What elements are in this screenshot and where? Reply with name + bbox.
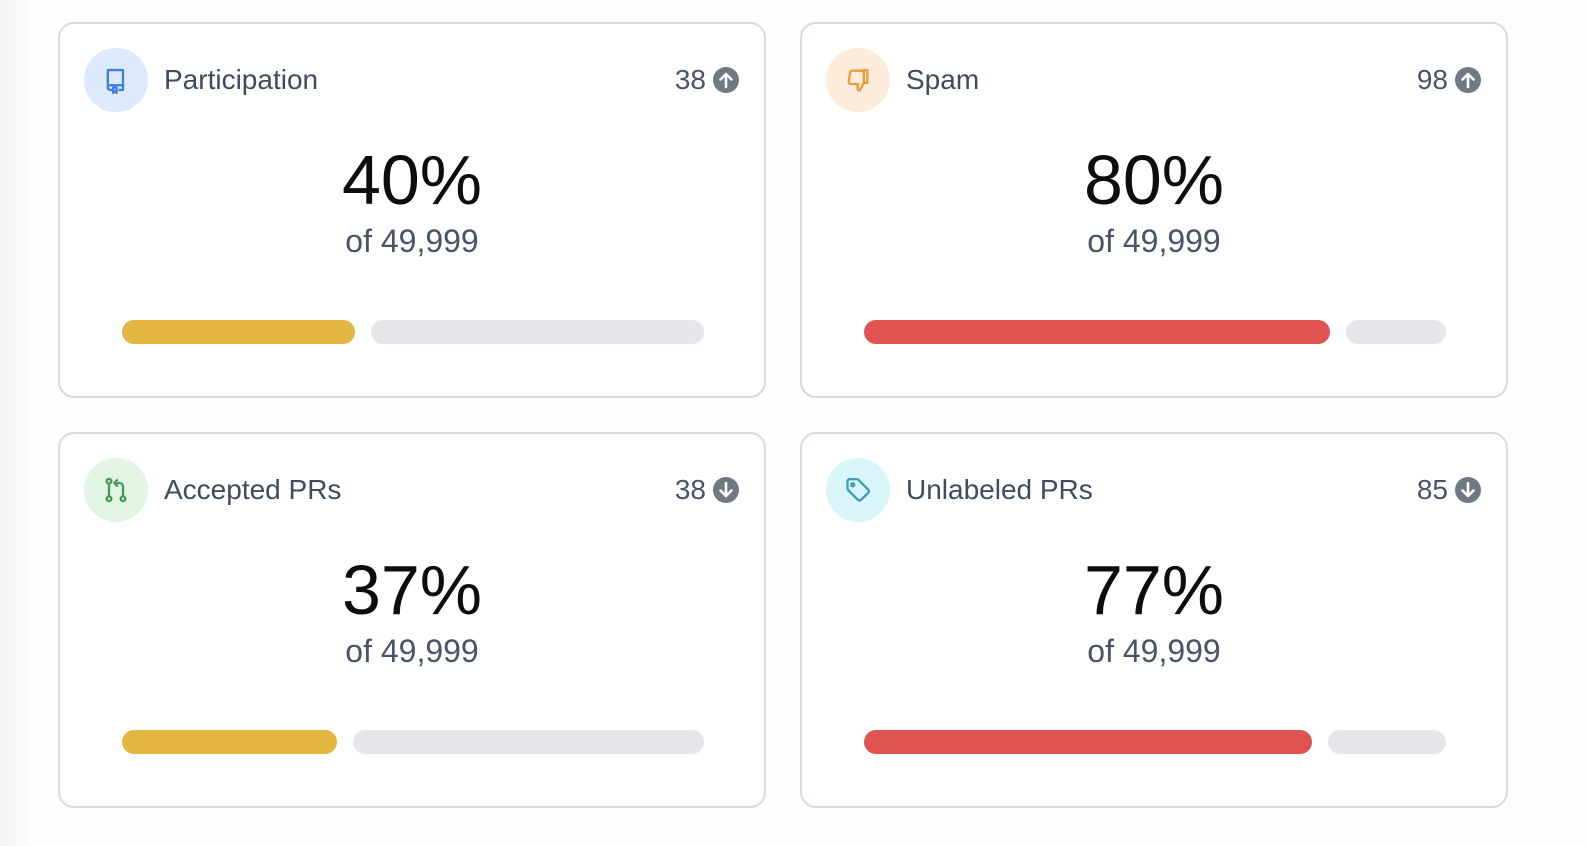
card-icon-circle: [826, 458, 890, 522]
card-count[interactable]: 38: [675, 473, 740, 507]
card-header: Participation 38: [84, 48, 740, 112]
progress-fill: [122, 320, 355, 344]
card-title: Accepted PRs: [164, 474, 342, 505]
progress-bar: [122, 320, 704, 344]
progress-bar: [122, 730, 704, 754]
card-icon-circle: [84, 48, 148, 112]
tag-icon: [846, 477, 871, 502]
progress-bar: [864, 320, 1446, 344]
progress-bar: [864, 730, 1446, 754]
card-title: Participation: [164, 64, 319, 95]
of-total-label: of 49,999: [345, 633, 479, 669]
count-value: 38: [674, 474, 706, 505]
card-accepted-prs[interactable]: Accepted PRs 38 37% of 49,999: [58, 432, 766, 808]
count-value: 85: [1416, 474, 1448, 505]
count-value: 38: [674, 64, 706, 95]
thumbs-down-icon: [847, 68, 869, 92]
of-total-label: of 49,999: [1087, 633, 1221, 669]
pull-request-icon: [105, 477, 127, 503]
progress-track: [1346, 320, 1446, 344]
of-total-label: of 49,999: [1087, 223, 1221, 259]
arrow-down-circle-icon: [1455, 477, 1481, 503]
percent-value: 37%: [341, 551, 483, 629]
card-participation[interactable]: Participation 38 40% of 49,999: [58, 22, 766, 398]
card-count[interactable]: 98: [1417, 63, 1482, 97]
percent-value: 77%: [1083, 551, 1225, 629]
progress-track: [1328, 730, 1446, 754]
count-value: 98: [1416, 64, 1448, 95]
card-count[interactable]: 38: [675, 63, 740, 97]
card-title: Spam: [906, 64, 980, 95]
progress-track: [371, 320, 704, 344]
of-total-label: of 49,999: [345, 223, 479, 259]
left-edge: [0, 0, 28, 846]
arrow-up-circle-icon: [1455, 67, 1481, 93]
card-header: Spam 98: [826, 48, 1482, 112]
card-unlabeled-prs[interactable]: Unlabeled PRs 85 77% of 49,999: [800, 432, 1508, 808]
arrow-up-circle-icon: [713, 67, 739, 93]
card-icon-circle: [826, 48, 890, 112]
card-count[interactable]: 85: [1417, 473, 1482, 507]
percent-value: 40%: [341, 141, 483, 219]
card-spam[interactable]: Spam 98 80% of 49,999: [800, 22, 1508, 398]
progress-fill: [122, 730, 337, 754]
progress-fill: [864, 320, 1330, 344]
arrow-down-circle-icon: [713, 477, 739, 503]
card-title: Unlabeled PRs: [906, 474, 1093, 505]
book-icon: [106, 68, 125, 94]
card-header: Accepted PRs 38: [84, 458, 740, 522]
card-icon-circle: [84, 458, 148, 522]
progress-track: [353, 730, 704, 754]
percent-value: 80%: [1083, 141, 1225, 219]
card-header: Unlabeled PRs 85: [826, 458, 1482, 522]
progress-fill: [864, 730, 1312, 754]
